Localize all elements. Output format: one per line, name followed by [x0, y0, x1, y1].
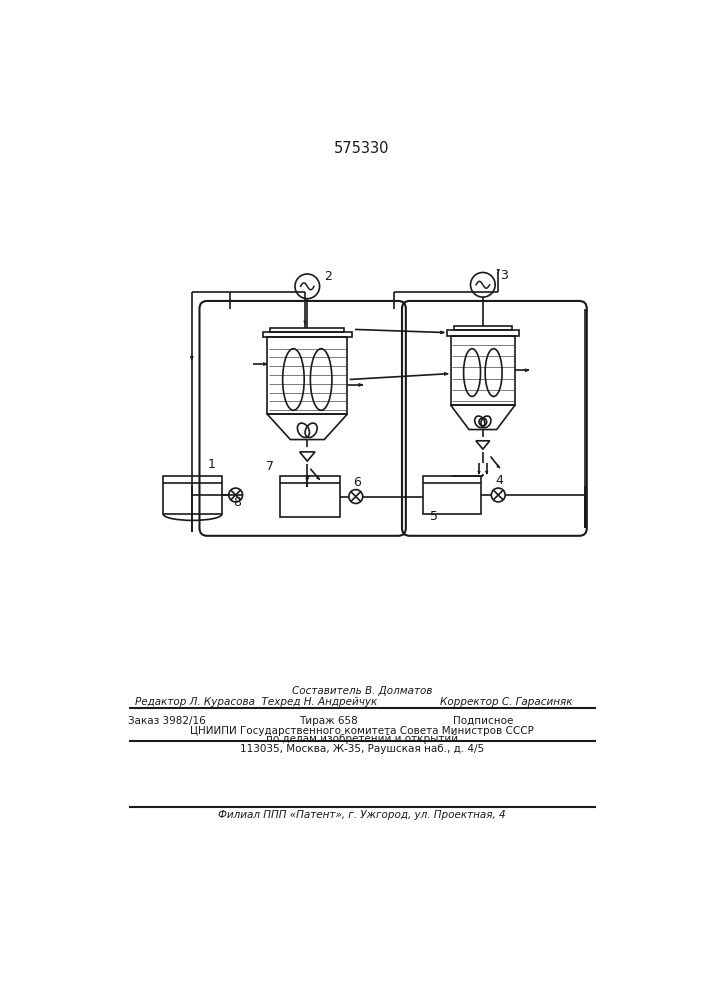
Bar	[423, 476, 481, 514]
Text: 7: 7	[267, 460, 274, 473]
Bar	[163, 476, 222, 514]
Text: Подписное: Подписное	[452, 716, 513, 726]
Text: Составитель В. Долматов: Составитель В. Долматов	[292, 686, 432, 696]
Bar	[270, 328, 344, 332]
Polygon shape	[317, 477, 320, 480]
Text: Тираж 658: Тираж 658	[300, 716, 358, 726]
Polygon shape	[190, 356, 193, 360]
Text: Заказ 3982/16: Заказ 3982/16	[128, 716, 206, 726]
Bar	[267, 337, 347, 414]
Text: по делам изобретений и открытий: по делам изобретений и открытий	[266, 734, 458, 744]
Polygon shape	[440, 331, 444, 334]
Text: 6: 6	[354, 476, 361, 489]
Text: Филиал ППП «Патент», г. Ужгород, ул. Проектная, 4: Филиал ППП «Патент», г. Ужгород, ул. Про…	[218, 810, 506, 820]
Polygon shape	[497, 269, 499, 272]
Text: 575330: 575330	[334, 141, 390, 156]
Polygon shape	[359, 383, 363, 386]
Polygon shape	[525, 369, 529, 372]
Text: 113035, Москва, Ж-35, Раушская наб., д. 4/5: 113035, Москва, Ж-35, Раушская наб., д. …	[240, 744, 484, 754]
Polygon shape	[304, 321, 306, 324]
Bar	[447, 330, 519, 336]
Bar	[281, 476, 340, 517]
Polygon shape	[264, 363, 267, 366]
Text: 5: 5	[431, 510, 438, 523]
Polygon shape	[444, 372, 448, 375]
Text: 2: 2	[325, 270, 332, 283]
Polygon shape	[486, 471, 488, 474]
Text: 4: 4	[496, 474, 503, 487]
Polygon shape	[305, 475, 309, 479]
Text: 8: 8	[233, 496, 241, 509]
Bar	[450, 336, 515, 405]
Polygon shape	[497, 465, 500, 468]
Polygon shape	[478, 471, 480, 474]
Text: 3: 3	[500, 269, 508, 282]
Text: 1: 1	[208, 458, 216, 471]
Text: Корректор С. Гарасиняк: Корректор С. Гарасиняк	[440, 697, 572, 707]
Bar	[262, 332, 352, 337]
Bar	[454, 326, 512, 330]
Text: Редактор Л. Курасова  Техред Н. Андрейчук: Редактор Л. Курасова Техред Н. Андрейчук	[134, 697, 377, 707]
Text: ЦНИИПИ Государственного комитета Совета Министров СССР: ЦНИИПИ Государственного комитета Совета …	[190, 726, 534, 736]
